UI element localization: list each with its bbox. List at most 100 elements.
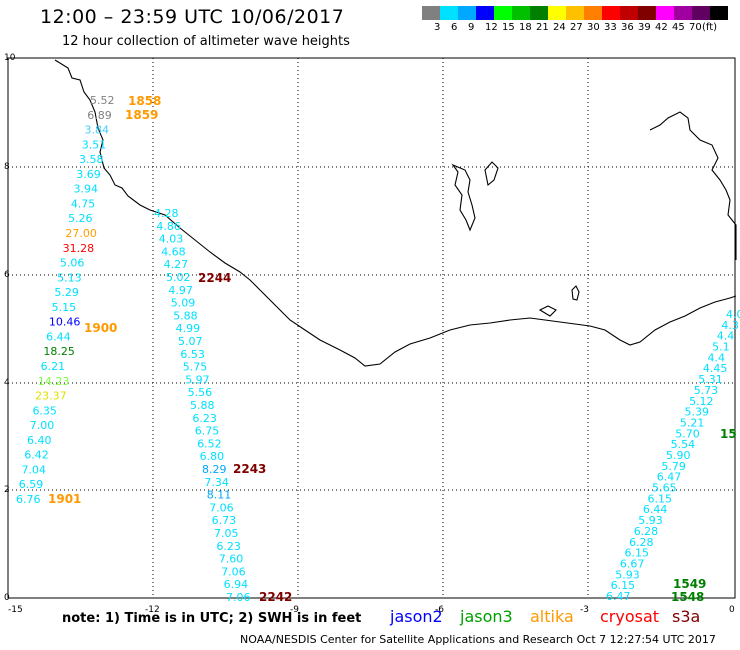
satellite-cryosat: cryosat <box>600 607 660 626</box>
pass-time-label: 1900 <box>84 321 117 335</box>
wave-height-value: 6.15 <box>611 579 636 592</box>
satellite-jason3: jason3 <box>460 607 513 626</box>
wave-height-value: 3.94 <box>74 183 99 196</box>
wave-height-value: 5.56 <box>188 386 213 399</box>
wave-height-value: 3.58 <box>79 153 104 166</box>
wave-height-value: 7.34 <box>204 476 229 489</box>
wave-height-value: 23.37 <box>35 390 66 403</box>
wave-height-value: 7.06 <box>221 565 246 578</box>
legend-label: 39 <box>638 22 651 33</box>
satellite-altika: altika <box>530 607 574 626</box>
wave-height-value: 6.28 <box>634 525 659 538</box>
wave-height-value: 5.21 <box>680 416 705 429</box>
wave-height-value: 5.29 <box>54 286 79 299</box>
wave-height-value: 5.02 <box>166 271 191 284</box>
pass-time-label: 15 <box>720 427 737 441</box>
wave-height-value: 6.44 <box>643 503 668 516</box>
x-tick-label: 0 <box>729 605 735 615</box>
legend-swatch <box>422 6 440 20</box>
wave-height-value: 5.90 <box>666 449 691 462</box>
coastline-fragment-2 <box>484 161 499 187</box>
wave-height-value: 3.84 <box>85 124 110 137</box>
coastline-north-east <box>649 111 737 260</box>
wave-height-value: 6.47 <box>657 471 682 484</box>
wave-height-value: 6.21 <box>41 360 66 373</box>
wave-height-value: 14.23 <box>38 375 70 388</box>
wave-height-value: 5.31 <box>698 373 723 386</box>
legend-swatch <box>602 6 620 20</box>
satellite-s3a: s3a <box>672 607 701 626</box>
track-west: 5.52 6.89 3.843.51 3.58 3.69 3.944.75 5.26 27.0… <box>16 94 115 506</box>
legend-swatch <box>638 6 656 20</box>
wave-height-value: 5.09 <box>171 297 196 310</box>
legend-label: 18 <box>519 22 532 33</box>
wave-height-value: 6.23 <box>216 540 241 553</box>
wave-height-value: 4.75 <box>71 197 96 210</box>
x-tick-label: -12 <box>145 605 160 615</box>
satellite-jason2: jason2 <box>390 607 443 626</box>
wave-height-value: 6.40 <box>27 434 52 447</box>
legend-swatch <box>440 6 458 20</box>
wave-height-value: 7.04 <box>21 463 46 476</box>
wave-height-value: 6.47 <box>606 590 631 603</box>
wave-height-value: 4.68 <box>161 245 186 258</box>
wave-height-value: 6.75 <box>195 425 220 438</box>
coastline-mainland <box>54 59 737 367</box>
wave-height-value: 6.52 <box>197 437 222 450</box>
wave-height-value: 7.05 <box>214 527 239 540</box>
wave-height-value: 4.45 <box>703 362 728 375</box>
wave-height-value: 5.15 <box>52 301 77 314</box>
wave-height-value: 4.03 <box>159 233 184 246</box>
plot-frame <box>7 57 736 599</box>
legend-swatch <box>692 6 710 20</box>
legend-swatch <box>674 6 692 20</box>
wave-height-value: 5.97 <box>185 373 210 386</box>
wave-height-value: 7.00 <box>30 419 55 432</box>
wave-height-value: 5.65 <box>652 482 677 495</box>
coastline <box>54 59 737 367</box>
wave-height-value: 6.23 <box>192 412 217 425</box>
pass-time-label: 2242 <box>259 590 292 604</box>
legend-label: 24 <box>553 22 566 33</box>
x-tick-label: -15 <box>8 605 23 615</box>
wave-height-value: 4.86 <box>156 220 181 233</box>
pass-time-label: 1549 <box>673 577 706 591</box>
wave-height-value: 6.73 <box>212 514 237 527</box>
legend-label: 42 <box>655 22 668 33</box>
wave-height-value: 5.73 <box>694 384 719 397</box>
legend-label: 70 <box>689 22 702 33</box>
footnote: note: 1) Time is in UTC; 2) SWH is in fe… <box>62 611 362 626</box>
pass-time-label: 2243 <box>233 462 266 476</box>
wave-height-value: 6.67 <box>620 557 645 570</box>
wave-height-value: 7.06 <box>226 591 251 604</box>
legend-swatch <box>566 6 584 20</box>
map-subtitle: 12 hour collection of altimeter wave hei… <box>62 34 350 49</box>
wave-height-value: 18.25 <box>43 345 75 358</box>
wave-height-value: 6.76 <box>16 493 41 506</box>
wave-height-value: 5.54 <box>671 438 696 451</box>
wave-height-value: 6.80 <box>200 450 225 463</box>
legend-swatch <box>458 6 476 20</box>
legend-swatch <box>656 6 674 20</box>
pass-time-label: 2244 <box>198 271 231 285</box>
wave-height-value: 7.60 <box>219 553 244 566</box>
credit-line: NOAA/NESDIS Center for Satellite Applica… <box>240 633 716 646</box>
legend-label: 33 <box>604 22 617 33</box>
legend-swatch <box>710 6 728 20</box>
legend-label: 36 <box>621 22 634 33</box>
x-tick-label: -3 <box>580 605 589 615</box>
wave-height-value: 6.35 <box>32 404 57 417</box>
legend-swatch <box>584 6 602 20</box>
x-tick-label: -6 <box>435 605 444 615</box>
wave-height-value: 5.75 <box>183 361 208 374</box>
pass-time-label: 1548 <box>671 590 704 604</box>
wave-height-value: 6.15 <box>624 547 649 560</box>
track-middle: 4.284.864.034.684.275.024.975.095.884.99… <box>154 207 251 604</box>
y-tick-label: 6 <box>4 270 10 280</box>
legend-label: 12 <box>485 22 498 33</box>
y-tick-label: 10 <box>4 53 16 63</box>
wave-height-value: 4.99 <box>176 322 201 335</box>
wave-height-value: 6.44 <box>46 330 71 343</box>
wave-height-value: 5.06 <box>60 257 85 270</box>
wave-height-value: 10.46 <box>49 316 80 329</box>
